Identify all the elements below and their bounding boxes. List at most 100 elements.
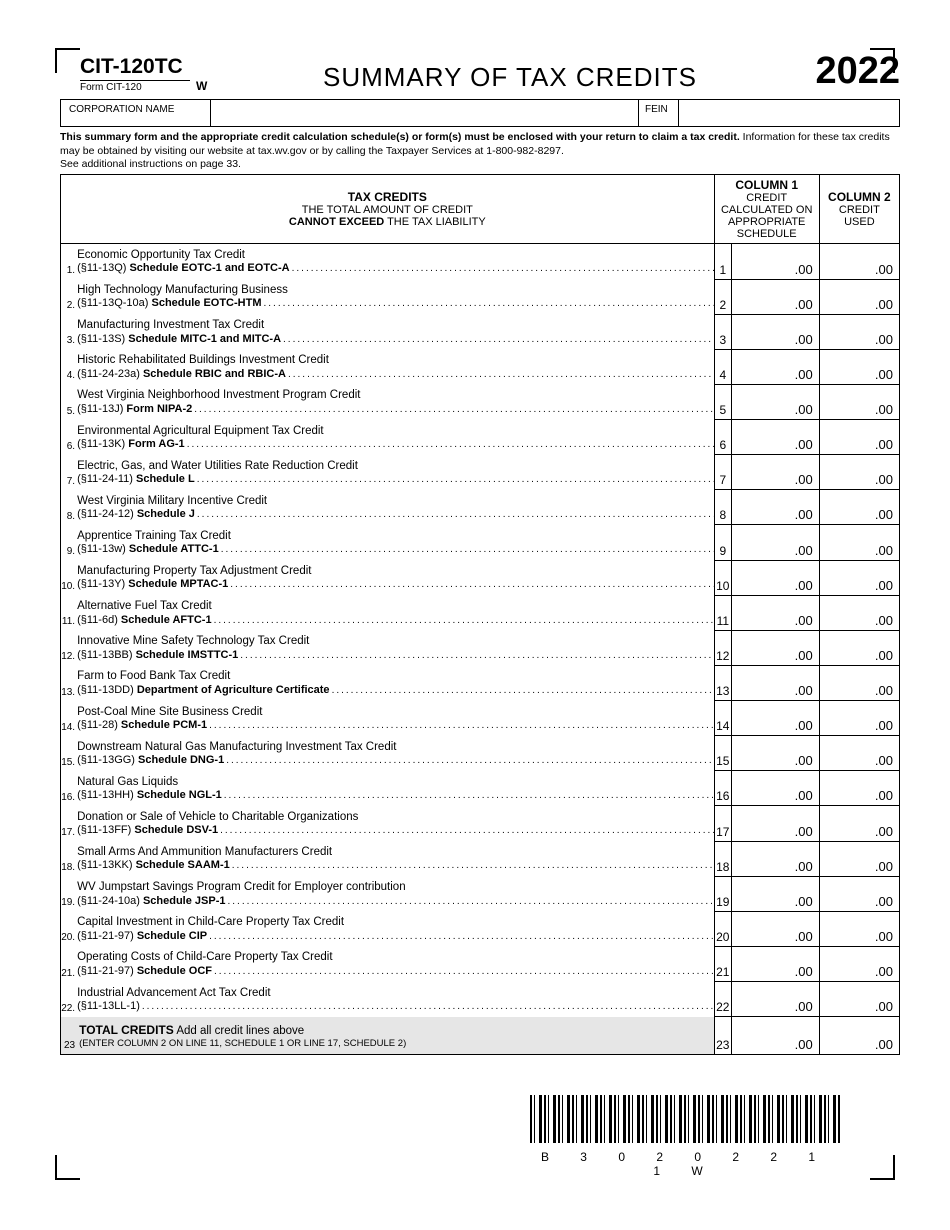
col2-value[interactable]: .00 [819,349,899,384]
col2-value[interactable]: .00 [819,876,899,911]
table-row: 9.Apprentice Training Tax Credit(§11-13w… [61,525,900,560]
col1-value[interactable]: .00 [732,243,820,279]
fein-label: FEIN [639,100,679,126]
col1-value[interactable]: .00 [732,490,820,525]
row-box-number: 2 [714,279,731,314]
row-box-number: 8 [714,490,731,525]
credits-table: TAX CREDITS THE TOTAL AMOUNT OF CREDIT C… [60,174,900,1055]
table-row: 1.Economic Opportunity Tax Credit(§11-13… [61,243,900,279]
col1-value[interactable]: .00 [732,455,820,490]
barcode-block: B 3 0 2 0 2 2 1 1 W [50,1095,910,1180]
page-title: SUMMARY OF TAX CREDITS [240,62,780,93]
row-number: 22. [61,982,78,1017]
row-number: 1. [61,243,78,279]
col1-value[interactable]: .00 [732,279,820,314]
name-fein-block: CORPORATION NAME FEIN [60,99,900,127]
col2-value[interactable]: .00 [819,243,899,279]
col1-value[interactable]: .00 [732,630,820,665]
col1-value[interactable]: .00 [732,736,820,771]
col0-l2: THE TOTAL AMOUNT OF CREDIT [65,204,710,216]
corp-name-field[interactable] [211,100,639,126]
col1-value[interactable]: .00 [732,595,820,630]
row-description: Donation or Sale of Vehicle to Charitabl… [77,806,714,841]
col2-value[interactable]: .00 [819,841,899,876]
col2-value[interactable]: .00 [819,701,899,736]
total-col1[interactable]: .00 [732,1017,820,1055]
col2-value[interactable]: .00 [819,911,899,946]
col2-value[interactable]: .00 [819,279,899,314]
form-id: CIT-120TC [80,55,240,79]
col1-value[interactable]: .00 [732,384,820,419]
col2-value[interactable]: .00 [819,384,899,419]
row-description: Manufacturing Investment Tax Credit(§11-… [77,314,714,349]
row-box-number: 21 [714,946,731,981]
row-description: Natural Gas Liquids(§11-13HH) Schedule N… [77,771,714,806]
col1-value[interactable]: .00 [732,771,820,806]
row-description: Electric, Gas, and Water Utilities Rate … [77,455,714,490]
row-number: 8. [61,490,78,525]
col2-value[interactable]: .00 [819,771,899,806]
col1-value[interactable]: .00 [732,665,820,700]
col1-value[interactable]: .00 [732,911,820,946]
row-description: Small Arms And Ammunition Manufacturers … [77,841,714,876]
col2-value[interactable]: .00 [819,946,899,981]
barcode [530,1095,840,1143]
row-box-number: 14 [714,701,731,736]
col2-value[interactable]: .00 [819,595,899,630]
col2-value[interactable]: .00 [819,420,899,455]
row-box-number: 7 [714,455,731,490]
table-row: 10.Manufacturing Property Tax Adjustment… [61,560,900,595]
row-box-number: 20 [714,911,731,946]
row-description: West Virginia Neighborhood Investment Pr… [77,384,714,419]
col1-value[interactable]: .00 [732,314,820,349]
col2-value[interactable]: .00 [819,490,899,525]
fein-field[interactable] [679,100,899,126]
col2-value[interactable]: .00 [819,806,899,841]
row-box-number: 5 [714,384,731,419]
total-sub: (ENTER COLUMN 2 ON LINE 11, SCHEDULE 1 O… [79,1038,710,1050]
row-number: 17. [61,806,78,841]
table-row: 2.High Technology Manufacturing Business… [61,279,900,314]
col2-value[interactable]: .00 [819,630,899,665]
row-box-number: 11 [714,595,731,630]
col2-value[interactable]: .00 [819,982,899,1017]
row-description: Operating Costs of Child-Care Property T… [77,946,714,981]
col1-value[interactable]: .00 [732,420,820,455]
instruction-text: This summary form and the appropriate cr… [60,131,900,172]
row-box-number: 16 [714,771,731,806]
col1-value[interactable]: .00 [732,701,820,736]
table-row: 12.Innovative Mine Safety Technology Tax… [61,630,900,665]
table-row: 14.Post-Coal Mine Site Business Credit(§… [61,701,900,736]
row-number: 9. [61,525,78,560]
row-description: Downstream Natural Gas Manufacturing Inv… [77,736,714,771]
col1-value[interactable]: .00 [732,525,820,560]
table-row: 3.Manufacturing Investment Tax Credit(§1… [61,314,900,349]
col1-value[interactable]: .00 [732,982,820,1017]
col2-value[interactable]: .00 [819,525,899,560]
col1-value[interactable]: .00 [732,841,820,876]
col2-value[interactable]: .00 [819,560,899,595]
row-box-number: 15 [714,736,731,771]
col2-value[interactable]: .00 [819,455,899,490]
row-description: Manufacturing Property Tax Adjustment Cr… [77,560,714,595]
col2-value[interactable]: .00 [819,314,899,349]
row-number: 20. [61,911,78,946]
col2-value[interactable]: .00 [819,665,899,700]
col1-value[interactable]: .00 [732,349,820,384]
row-number: 21. [61,946,78,981]
col1-value[interactable]: .00 [732,806,820,841]
row-box-number: 19 [714,876,731,911]
row-description: High Technology Manufacturing Business(§… [77,279,714,314]
total-col2[interactable]: .00 [819,1017,899,1055]
row-description: Apprentice Training Tax Credit(§11-13w) … [77,525,714,560]
row-box-number: 12 [714,630,731,665]
row-number: 5. [61,384,78,419]
row-number: 12. [61,630,78,665]
col0-l3b: THE TAX LIABILITY [384,216,485,228]
col1-value[interactable]: .00 [732,876,820,911]
col2-value[interactable]: .00 [819,736,899,771]
row-number: 11. [61,595,78,630]
col1-value[interactable]: .00 [732,946,820,981]
col1-value[interactable]: .00 [732,560,820,595]
table-row: 15.Downstream Natural Gas Manufacturing … [61,736,900,771]
